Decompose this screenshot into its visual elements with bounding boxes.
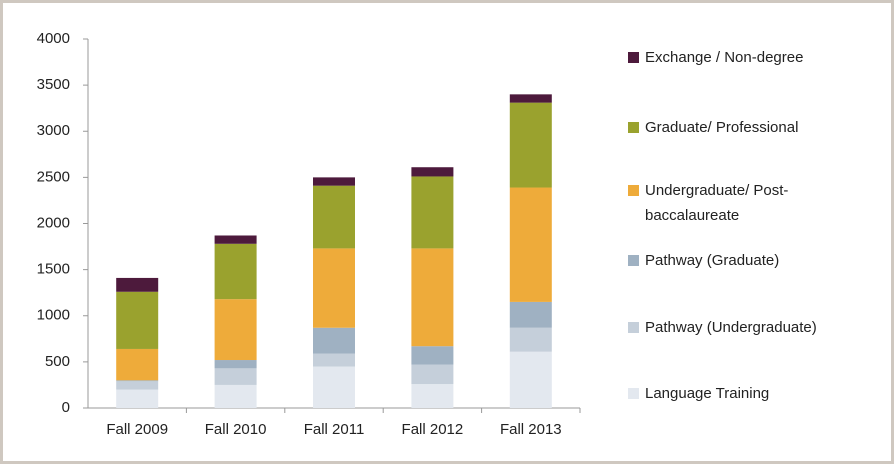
legend-item: Exchange / Non-degree bbox=[628, 45, 868, 70]
bar-segment bbox=[509, 327, 552, 352]
legend-swatch bbox=[628, 185, 639, 196]
bar-segment bbox=[313, 327, 355, 354]
bar-segment bbox=[509, 187, 552, 302]
bar-segment bbox=[411, 364, 454, 385]
bar-segment bbox=[214, 360, 257, 369]
bar-segment bbox=[116, 291, 159, 349]
legend-label: Undergraduate/ Post-baccalaureate bbox=[645, 182, 789, 224]
bar-segment bbox=[214, 384, 257, 408]
bar-segment bbox=[116, 389, 159, 408]
legend-item: Undergraduate/ Post-baccalaureate bbox=[628, 178, 868, 228]
legend-swatch bbox=[628, 122, 639, 133]
legend-item: Language Training bbox=[628, 381, 868, 406]
y-tick-label: 1000 bbox=[37, 307, 70, 324]
bar-segment bbox=[214, 235, 257, 244]
legend-label: Pathway (Undergraduate) bbox=[645, 319, 817, 336]
y-tick-label: 1500 bbox=[37, 261, 70, 278]
legend-label: Exchange / Non-degree bbox=[645, 49, 804, 66]
bar-segment bbox=[509, 102, 552, 188]
legend-label: Pathway (Graduate) bbox=[645, 252, 780, 269]
legend-item: Pathway (Undergraduate) bbox=[628, 315, 868, 340]
x-tick-label: Fall 2011 bbox=[304, 421, 365, 438]
bar-segment bbox=[116, 381, 159, 390]
y-tick-label: 500 bbox=[45, 353, 70, 370]
bar-segment bbox=[313, 248, 355, 328]
bar-segment bbox=[411, 346, 454, 365]
y-tick-label: 3500 bbox=[37, 76, 70, 93]
y-tick-label: 2500 bbox=[37, 168, 70, 185]
legend-item: Pathway (Graduate) bbox=[628, 248, 868, 273]
bar-segment bbox=[116, 380, 159, 382]
bar-segment bbox=[116, 348, 159, 381]
bar-segment bbox=[509, 94, 552, 103]
bar-segment bbox=[214, 368, 257, 385]
bar-segment bbox=[116, 277, 159, 292]
x-tick-label: Fall 2012 bbox=[402, 421, 464, 438]
y-tick-label: 2000 bbox=[37, 214, 70, 231]
legend-swatch bbox=[628, 255, 639, 266]
y-tick-label: 3000 bbox=[37, 122, 70, 139]
bar-segment bbox=[411, 176, 454, 249]
x-tick-label: Fall 2013 bbox=[500, 421, 562, 438]
y-tick-label: 4000 bbox=[37, 30, 70, 47]
x-tick-label: Fall 2010 bbox=[205, 421, 267, 438]
bar-segment bbox=[411, 167, 454, 177]
bar-segment bbox=[313, 366, 355, 408]
bar-segment bbox=[411, 384, 454, 408]
legend-label: Graduate/ Professional bbox=[645, 119, 799, 136]
bar-segment bbox=[313, 177, 355, 186]
legend-item: Graduate/ Professional bbox=[628, 115, 868, 140]
legend-swatch bbox=[628, 52, 639, 63]
bar-segment bbox=[214, 243, 257, 300]
legend-swatch bbox=[628, 322, 639, 333]
bar-segment bbox=[214, 299, 257, 361]
bar-segment bbox=[509, 301, 552, 328]
legend-label: Language Training bbox=[645, 385, 770, 402]
bar-segment bbox=[411, 248, 454, 347]
bar-segment bbox=[313, 185, 355, 249]
bar-segment bbox=[509, 351, 552, 408]
y-tick-label: 0 bbox=[62, 399, 70, 416]
bar-segment bbox=[313, 353, 355, 367]
x-tick-label: Fall 2009 bbox=[106, 421, 168, 438]
legend-swatch bbox=[628, 388, 639, 399]
